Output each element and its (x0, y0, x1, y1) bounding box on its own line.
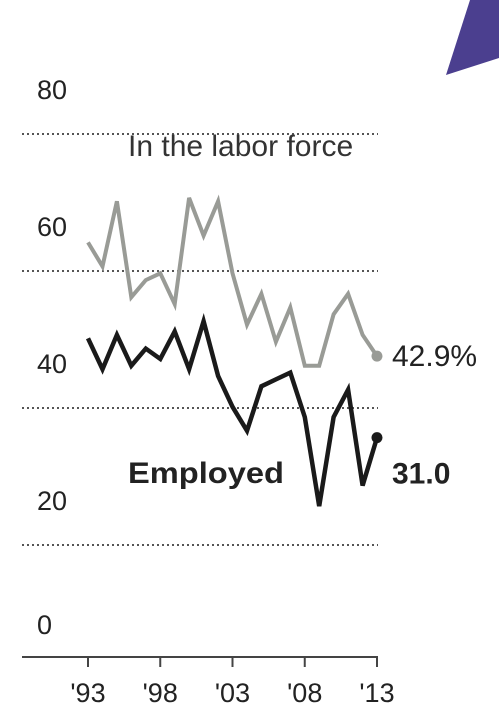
x-tick-label: '93 (70, 678, 105, 708)
y-tick-label: 60 (37, 212, 67, 242)
x-tick-label: '98 (143, 678, 178, 708)
series-label-employed: Employed (128, 457, 284, 490)
y-axis-ticks: 0 20 40 60 80 (37, 75, 67, 640)
x-tick-label: '08 (287, 678, 322, 708)
end-dot-labor-force (371, 350, 383, 362)
x-axis (22, 656, 378, 667)
series-line-labor-force (86, 194, 379, 368)
y-tick-label: 0 (37, 610, 52, 640)
x-tick-label: '03 (215, 678, 250, 708)
y-tick-label: 80 (37, 75, 67, 105)
series-label-labor-force: In the labor force (128, 130, 353, 163)
y-tick-label: 40 (37, 349, 67, 379)
x-tick-label: '13 (359, 678, 394, 708)
grid-layer (22, 133, 378, 546)
series-layer (85, 194, 383, 507)
series-line-employed (85, 312, 380, 507)
end-value-labor-force: 42.9% (392, 340, 477, 373)
end-value-employed: 31.0 (392, 458, 450, 491)
x-axis-ticks: '93 '98 '03 '08 '13 (70, 678, 394, 708)
end-dot-employed (371, 432, 383, 444)
corner-badge (446, 0, 499, 75)
y-tick-label: 20 (37, 486, 67, 516)
